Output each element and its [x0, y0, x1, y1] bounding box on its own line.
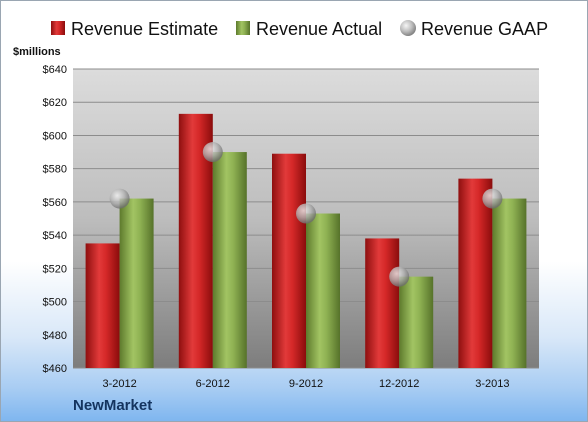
y-tick-label: $460 [43, 363, 67, 375]
bar-revenue-estimate [272, 153, 306, 368]
x-tick-label: 3-2012 [102, 378, 136, 390]
y-tick-label: $520 [43, 263, 67, 275]
legend-swatch-revenue-actual [236, 21, 250, 35]
bar-revenue-actual [119, 198, 154, 368]
bar-revenue-actual [492, 198, 527, 368]
y-axis-ticks: $460 $480 $500 $520 $540 $560 $580 $600 $620 $640 [43, 64, 67, 375]
y-tick-label: $580 [43, 164, 67, 176]
marker-revenue-gaap [202, 142, 223, 163]
marker-revenue-gaap [482, 188, 503, 209]
legend-label-revenue-actual: Revenue Actual [256, 19, 382, 39]
y-tick-label: $560 [43, 197, 67, 209]
bars [85, 113, 527, 368]
y-tick-label: $480 [43, 330, 67, 342]
bar-revenue-actual [399, 276, 434, 368]
marker-revenue-gaap [296, 203, 316, 224]
gaap-markers [109, 142, 503, 287]
legend-label-revenue-gaap: Revenue GAAP [421, 19, 548, 39]
legend-swatch-revenue-estimate [51, 21, 65, 35]
y-axis-unit-label: $millions [13, 46, 61, 58]
x-tick-label: 12-2012 [379, 378, 419, 390]
x-tick-label: 9-2012 [289, 378, 323, 390]
y-tick-label: $640 [43, 64, 67, 76]
bar-revenue-actual [306, 213, 340, 368]
bar-revenue-estimate [365, 238, 400, 368]
x-axis-ticks: 3-2012 6-2012 9-2012 12-2012 3-2013 [102, 378, 509, 390]
bar-revenue-estimate [85, 243, 120, 368]
legend-label-revenue-estimate: Revenue Estimate [71, 19, 218, 39]
x-tick-label: 6-2012 [196, 378, 230, 390]
bar-revenue-actual [212, 152, 247, 368]
legend: Revenue Estimate Revenue Actual Revenue … [51, 19, 548, 39]
y-tick-label: $500 [43, 297, 67, 309]
bar-revenue-estimate [458, 178, 493, 368]
y-tick-label: $620 [43, 97, 67, 109]
company-name: NewMarket [73, 397, 153, 414]
marker-revenue-gaap [109, 188, 130, 209]
y-tick-label: $600 [43, 130, 67, 142]
y-tick-label: $540 [43, 230, 67, 242]
x-tick-label: 3-2013 [475, 378, 509, 390]
legend-marker-revenue-gaap [400, 20, 416, 36]
marker-revenue-gaap [389, 266, 410, 287]
